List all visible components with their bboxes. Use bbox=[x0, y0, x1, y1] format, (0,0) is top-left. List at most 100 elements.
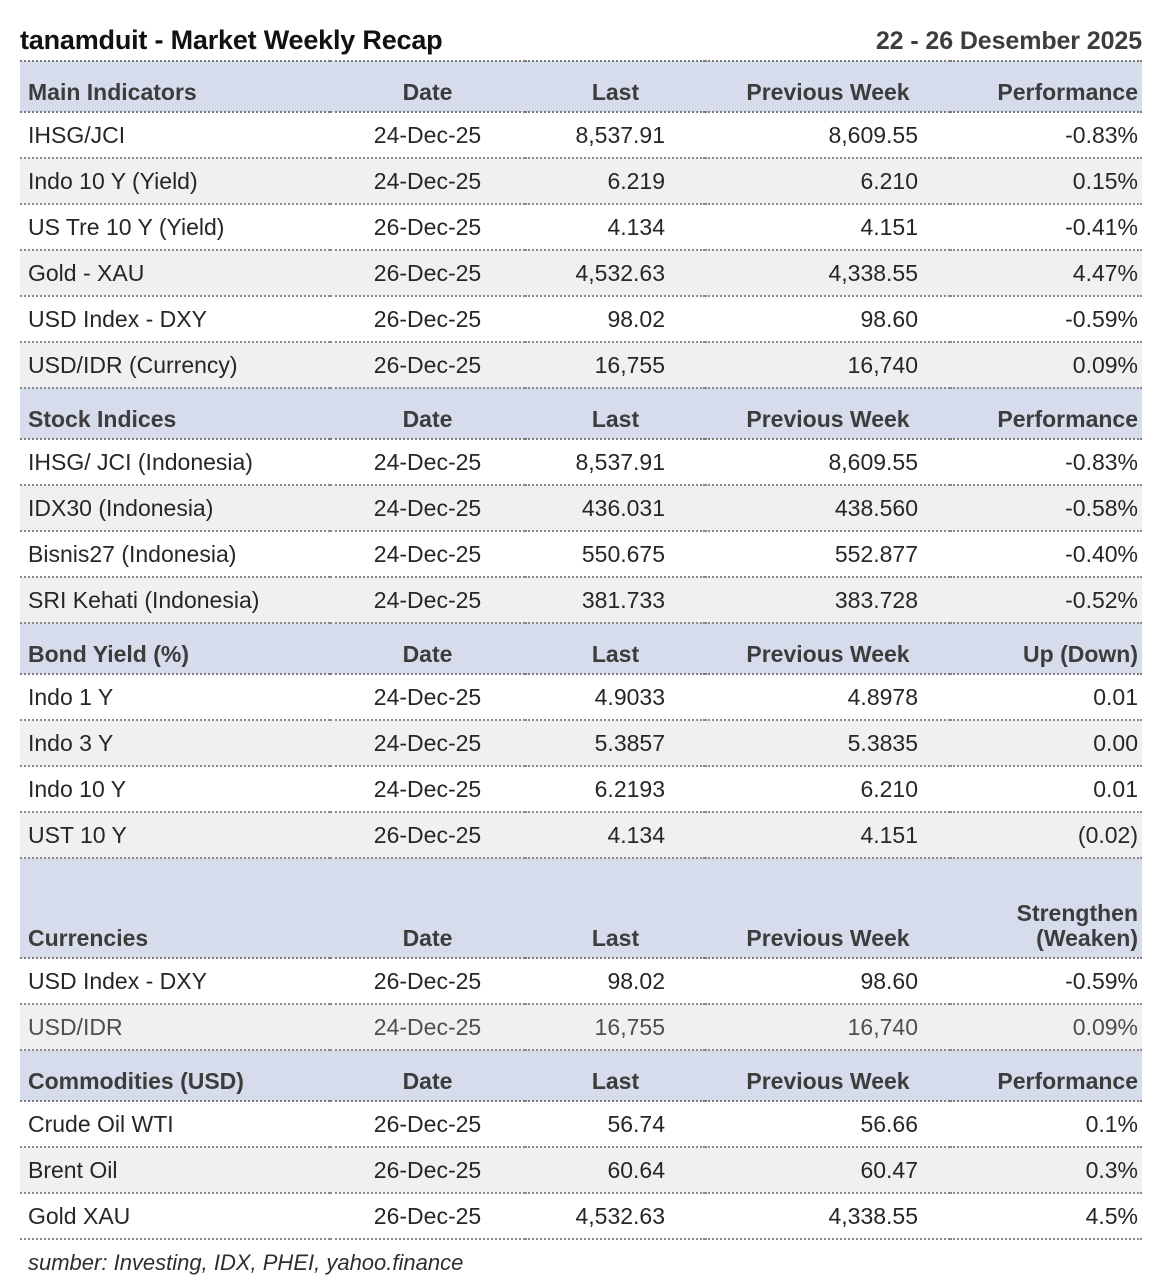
cell-prev: 4,338.55 bbox=[705, 1193, 950, 1240]
column-header-perf: Up (Down) bbox=[950, 622, 1142, 675]
cell-last: 98.02 bbox=[525, 958, 705, 1005]
cell-prev: 438.560 bbox=[705, 485, 950, 532]
cell-name: IHSG/JCI bbox=[20, 112, 330, 159]
cell-last: 381.733 bbox=[525, 577, 705, 624]
column-header-line2: (Weaken) bbox=[1036, 925, 1138, 952]
table-row: USD Index - DXY 26-Dec-25 98.02 98.60 -0.59% bbox=[20, 296, 1142, 343]
column-header-last: Last bbox=[525, 622, 705, 675]
cell-date: 26-Dec-25 bbox=[330, 1101, 525, 1148]
cell-prev: 4.151 bbox=[705, 204, 950, 251]
cell-last: 60.64 bbox=[525, 1147, 705, 1194]
cell-last: 6.2193 bbox=[525, 766, 705, 813]
column-header-date: Date bbox=[330, 622, 525, 675]
cell-date: 26-Dec-25 bbox=[330, 296, 525, 343]
cell-last: 4.134 bbox=[525, 812, 705, 859]
cell-name: Bisnis27 (Indonesia) bbox=[20, 531, 330, 578]
cell-prev: 6.210 bbox=[705, 158, 950, 205]
cell-last: 4,532.63 bbox=[525, 250, 705, 297]
cell-date: 24-Dec-25 bbox=[330, 577, 525, 624]
cell-date: 26-Dec-25 bbox=[330, 342, 525, 389]
cell-prev: 16,740 bbox=[705, 342, 950, 389]
column-header-name: Main Indicators bbox=[20, 60, 330, 113]
cell-last: 550.675 bbox=[525, 531, 705, 578]
cell-prev: 16,740 bbox=[705, 1004, 950, 1051]
source-note: sumber: Investing, IDX, PHEI, yahoo.fina… bbox=[28, 1250, 464, 1275]
table-row: USD/IDR 24-Dec-25 16,755 16,740 0.09% bbox=[20, 1004, 1142, 1051]
cell-date: 24-Dec-25 bbox=[330, 1004, 525, 1051]
column-header-name: Commodities (USD) bbox=[20, 1049, 330, 1102]
column-header-line1: Strengthen bbox=[1016, 899, 1138, 926]
cell-perf: -0.83% bbox=[950, 112, 1142, 159]
table-row: IDX30 (Indonesia) 24-Dec-25 436.031 438.560… bbox=[20, 485, 1142, 532]
cell-perf: 0.1% bbox=[950, 1101, 1142, 1148]
column-header-date: Date bbox=[330, 857, 525, 959]
cell-prev: 60.47 bbox=[705, 1147, 950, 1194]
report-title-bar: tanamduit - Market Weekly Recap 22 - 26 … bbox=[20, 0, 1142, 60]
cell-last: 6.219 bbox=[525, 158, 705, 205]
table-row: USD Index - DXY 26-Dec-25 98.02 98.60 -0.59% bbox=[20, 958, 1142, 1005]
market-recap-sheet: tanamduit - Market Weekly Recap 22 - 26 … bbox=[20, 0, 1142, 1275]
column-header-date: Date bbox=[330, 387, 525, 440]
column-header-last: Last bbox=[525, 1049, 705, 1102]
cell-perf: -0.41% bbox=[950, 204, 1142, 251]
cell-name: Crude Oil WTI bbox=[20, 1101, 330, 1148]
cell-prev: 8,609.55 bbox=[705, 439, 950, 486]
cell-perf: 0.01 bbox=[950, 766, 1142, 813]
cell-date: 26-Dec-25 bbox=[330, 958, 525, 1005]
table-row: Indo 3 Y 24-Dec-25 5.3857 5.3835 0.00 bbox=[20, 720, 1142, 767]
cell-name: USD/IDR bbox=[20, 1004, 330, 1051]
cell-name: Indo 10 Y (Yield) bbox=[20, 158, 330, 205]
cell-last: 16,755 bbox=[525, 342, 705, 389]
cell-prev: 6.210 bbox=[705, 766, 950, 813]
cell-perf: 0.09% bbox=[950, 1004, 1142, 1051]
cell-name: USD Index - DXY bbox=[20, 296, 330, 343]
column-header-prev: Previous Week bbox=[705, 387, 950, 440]
cell-prev: 4,338.55 bbox=[705, 250, 950, 297]
column-header-prev: Previous Week bbox=[705, 60, 950, 113]
cell-name: Indo 3 Y bbox=[20, 720, 330, 767]
report-period: 22 - 26 Desember 2025 bbox=[875, 27, 1142, 55]
table-row: IHSG/JCI 24-Dec-25 8,537.91 8,609.55 -0.83% bbox=[20, 112, 1142, 159]
cell-name: IHSG/ JCI (Indonesia) bbox=[20, 439, 330, 486]
cell-date: 24-Dec-25 bbox=[330, 766, 525, 813]
cell-last: 5.3857 bbox=[525, 720, 705, 767]
table-body: Main Indicators Date Last Previous Week Perf… bbox=[20, 60, 1142, 1240]
section-header-stock-indices: Stock Indices Date Last Previous Week Perfor… bbox=[20, 387, 1142, 440]
cell-perf: 0.01 bbox=[950, 674, 1142, 721]
cell-prev: 552.877 bbox=[705, 531, 950, 578]
section-header-commodities: Commodities (USD) Date Last Previous Week Pe… bbox=[20, 1049, 1142, 1102]
table-row: SRI Kehati (Indonesia) 24-Dec-25 381.733 38… bbox=[20, 577, 1142, 624]
table-row: Indo 10 Y 24-Dec-25 6.2193 6.210 0.01 bbox=[20, 766, 1142, 813]
cell-prev: 5.3835 bbox=[705, 720, 950, 767]
cell-date: 24-Dec-25 bbox=[330, 439, 525, 486]
cell-date: 24-Dec-25 bbox=[330, 674, 525, 721]
cell-perf: 0.15% bbox=[950, 158, 1142, 205]
cell-name: UST 10 Y bbox=[20, 812, 330, 859]
cell-last: 98.02 bbox=[525, 296, 705, 343]
cell-date: 24-Dec-25 bbox=[330, 531, 525, 578]
table-row: Gold - XAU 26-Dec-25 4,532.63 4,338.55 4.47% bbox=[20, 250, 1142, 297]
column-header-last: Last bbox=[525, 60, 705, 113]
cell-last: 4,532.63 bbox=[525, 1193, 705, 1240]
table-row: USD/IDR (Currency) 26-Dec-25 16,755 16,740 0… bbox=[20, 342, 1142, 389]
cell-date: 24-Dec-25 bbox=[330, 158, 525, 205]
cell-prev: 4.8978 bbox=[705, 674, 950, 721]
cell-last: 56.74 bbox=[525, 1101, 705, 1148]
cell-perf: -0.59% bbox=[950, 296, 1142, 343]
section-header-main-indicators: Main Indicators Date Last Previous Week Perf… bbox=[20, 60, 1142, 113]
column-header-last: Last bbox=[525, 387, 705, 440]
market-recap-table: Main Indicators Date Last Previous Week Perf… bbox=[20, 60, 1142, 1240]
section-header-currencies: Currencies Date Last Previous Week Strengthe… bbox=[20, 857, 1142, 959]
cell-date: 26-Dec-25 bbox=[330, 204, 525, 251]
cell-perf: 4.5% bbox=[950, 1193, 1142, 1240]
column-header-perf: Performance bbox=[950, 387, 1142, 440]
cell-last: 8,537.91 bbox=[525, 439, 705, 486]
table-row: Gold XAU 26-Dec-25 4,532.63 4,338.55 4.5% bbox=[20, 1193, 1142, 1240]
cell-date: 26-Dec-25 bbox=[330, 1193, 525, 1240]
cell-last: 436.031 bbox=[525, 485, 705, 532]
cell-name: USD/IDR (Currency) bbox=[20, 342, 330, 389]
cell-perf: 4.47% bbox=[950, 250, 1142, 297]
cell-date: 24-Dec-25 bbox=[330, 720, 525, 767]
cell-date: 24-Dec-25 bbox=[330, 485, 525, 532]
table-row: Bisnis27 (Indonesia) 24-Dec-25 550.675 552.… bbox=[20, 531, 1142, 578]
